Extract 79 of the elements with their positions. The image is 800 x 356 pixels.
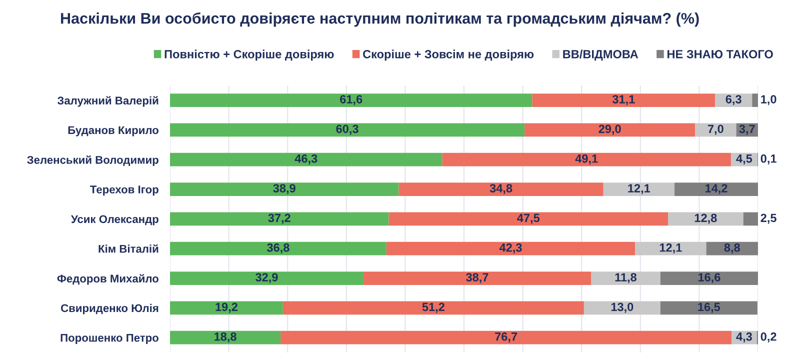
- bar: [743, 212, 758, 226]
- data-label: 11,8: [615, 273, 637, 284]
- bar: [591, 272, 660, 285]
- y-tick-label: Порошенко Петро: [60, 334, 158, 344]
- data-label: 12,8: [694, 214, 717, 224]
- data-label: 0,1: [760, 154, 776, 164]
- bar: [674, 182, 758, 196]
- data-label: 14,2: [706, 184, 728, 194]
- legend-label: Скоріше + Зовсім не довіряю: [363, 50, 534, 61]
- data-label: 18,8: [214, 332, 236, 342]
- y-tick-label: Буданов Кирило: [68, 126, 158, 136]
- legend-label: Повністю + Скоріше довіряю: [164, 50, 334, 61]
- data-label: 42,3: [499, 243, 522, 254]
- data-label: 8,8: [724, 243, 740, 254]
- bar: [584, 301, 660, 315]
- data-label: 61,6: [340, 95, 362, 106]
- bar: [170, 182, 399, 196]
- data-label: 51,2: [422, 302, 444, 313]
- legend-label: ВВ/ВІДМОВА: [563, 50, 638, 61]
- data-label: 32,9: [256, 273, 278, 284]
- y-tick-label: Свириденко Юлія: [61, 304, 158, 314]
- chart-title: Наскільки Ви особисто довіряєте наступним політикам та громадським діячам? (%): [61, 12, 699, 27]
- bar: [388, 212, 668, 226]
- data-label: 12,1: [660, 243, 682, 254]
- bar: [363, 272, 592, 285]
- data-label: 7,0: [708, 124, 724, 135]
- data-label: 12,1: [628, 184, 650, 194]
- data-label: 4,3: [736, 332, 752, 342]
- bar: [524, 123, 696, 137]
- bar: [752, 94, 758, 107]
- bar: [170, 242, 386, 256]
- data-label: 13,0: [611, 302, 634, 313]
- data-label: 76,7: [495, 332, 518, 342]
- bar: [282, 301, 584, 315]
- data-label: 29,0: [598, 124, 621, 135]
- bar: [170, 212, 389, 226]
- data-label: 60,3: [336, 124, 358, 135]
- y-tick-label: Зеленський Володимир: [27, 155, 158, 166]
- bar: [386, 242, 636, 256]
- bar: [170, 301, 283, 315]
- data-label: 46,3: [294, 154, 318, 164]
- data-label: 6,3: [726, 95, 742, 106]
- data-label: 38,9: [273, 184, 296, 194]
- data-label: 0,2: [760, 332, 776, 342]
- data-label: 36,8: [266, 243, 290, 254]
- data-label: 31,1: [612, 95, 635, 106]
- data-label: 19,2: [216, 302, 238, 313]
- data-label: 2,5: [760, 214, 776, 224]
- bar: [280, 330, 732, 344]
- data-label: 34,8: [490, 184, 512, 194]
- data-label: 4,5: [736, 154, 752, 164]
- bar: [170, 272, 364, 285]
- bar: [532, 94, 716, 107]
- legend-label: НЕ ЗНАЮ ТАКОГО: [668, 50, 773, 58]
- y-tick-label: Усик Олександр: [70, 215, 158, 226]
- bar: [668, 212, 744, 226]
- bar: [660, 301, 758, 315]
- bar: [170, 94, 532, 107]
- data-label: 1,0: [761, 95, 776, 106]
- bar: [603, 182, 675, 196]
- bar: [170, 152, 442, 166]
- data-label: 16,5: [698, 302, 720, 313]
- bar: [660, 272, 758, 285]
- y-tick-label: Залужний Валерій: [57, 96, 158, 107]
- bar: [706, 242, 758, 256]
- bar: [635, 242, 706, 256]
- y-tick-label: Кім Віталій: [98, 244, 158, 253]
- data-label: 47,5: [517, 214, 540, 224]
- y-tick-label: Терехов Ігор: [90, 186, 158, 196]
- bar: [442, 152, 731, 166]
- data-label: 49,1: [575, 154, 598, 164]
- data-label: 16,6: [698, 273, 720, 284]
- data-label: 38,7: [466, 273, 488, 284]
- data-label: 3,7: [739, 124, 755, 135]
- bar: [170, 330, 281, 344]
- y-tick-label: Федоров Михайло: [57, 274, 158, 285]
- bar: [170, 123, 525, 137]
- data-label: 37,2: [268, 214, 290, 224]
- bar: [398, 182, 604, 196]
